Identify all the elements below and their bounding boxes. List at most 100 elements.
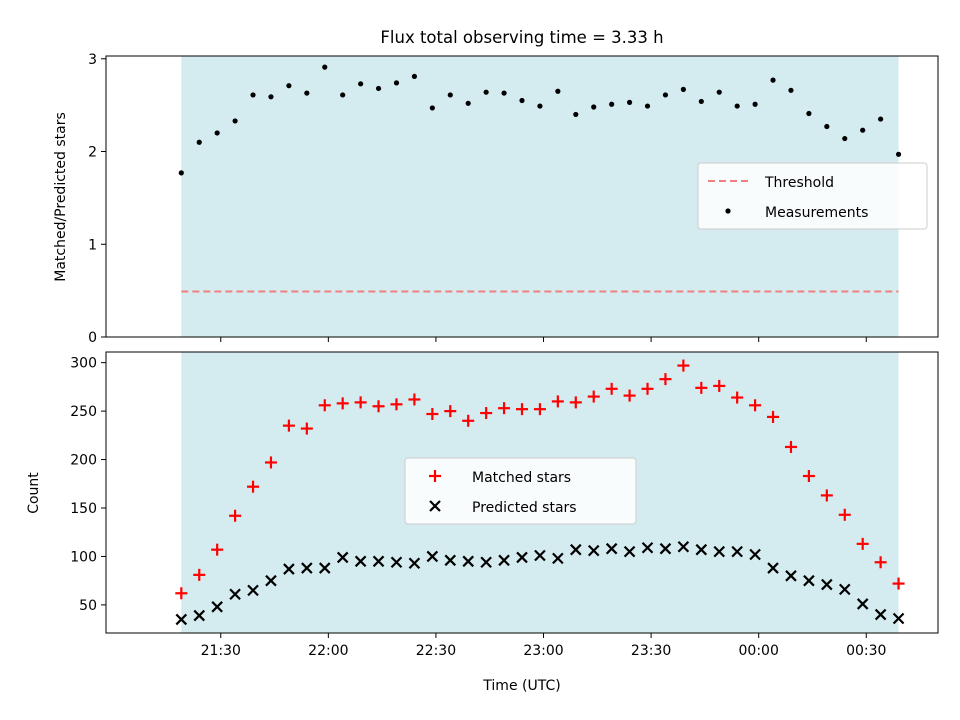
predicted-star-point [211,601,223,613]
matched-star-point [372,400,385,413]
measurement-point [626,99,633,105]
predicted-star-point [247,584,259,597]
measurement-point [411,73,418,80]
y-tick-label: 150 [70,501,97,517]
measurement-point [393,80,400,86]
y-tick-label: 250 [70,404,97,420]
matched-star-point [856,537,869,550]
predicted-star-point [390,556,403,569]
matched-star-point [175,587,188,600]
predicted-star-point [605,542,618,555]
predicted-star-point [372,555,385,568]
predicted-star-point [193,609,206,622]
measurement-point [250,92,256,98]
matched-star-point [462,414,475,427]
bottom-y-ticks: 50 100 150 200 250 300 [70,356,106,614]
matched-star-point [820,489,833,502]
y-tick-label: 50 [79,598,97,614]
predicted-star-point [749,548,761,561]
measurement-point [214,130,220,136]
predicted-star-point [534,549,546,562]
measurement-point [662,92,669,98]
predicted-star-point [623,545,636,558]
measurement-point [232,118,238,124]
predicted-legend-label: Predicted stars [472,500,577,516]
matched-legend-label: Matched stars [472,470,571,486]
measurement-points [178,64,902,176]
y-tick-label: 0 [88,330,97,346]
measurement-point [644,103,651,109]
measurement-point [734,103,740,109]
predicted-star-point [659,542,672,555]
measurement-point [465,100,471,106]
predicted-star-point [426,550,439,563]
predicted-star-point [498,554,510,567]
bottom-axes-frame [105,351,939,634]
measurement-point [770,77,776,83]
predicted-star-point [408,557,421,570]
matched-star-point [713,379,726,392]
predicted-star-point [552,552,564,565]
matched-star-point [623,389,636,402]
predicted-star-point [677,540,690,553]
bottom-y-axis-label: Count [26,472,42,514]
y-tick-label: 1 [88,237,97,253]
measurement-point [860,127,866,133]
top-legend: Threshold Measurements [697,162,928,230]
matched-star-point [282,419,295,432]
matched-star-point [802,470,815,483]
matched-legend-marker [429,470,441,482]
x-tick-label: 22:30 [416,643,456,659]
top-x-ticks [220,337,867,342]
measurement-point [806,110,812,117]
predicted-star-point [354,555,367,568]
measurement-point [358,81,364,87]
predicted-star-point [336,551,349,564]
predicted-star-point [821,578,833,591]
bottom-legend-box [404,457,637,525]
matched-star-point [874,556,887,569]
measurement-point [340,92,346,98]
top-panel: 0 1 2 3 Matched/Predicted stars Threshold M… [53,52,939,346]
matched-star-point [892,577,905,590]
predicted-star-point [516,551,528,564]
measurement-point [698,98,704,105]
measurement-point [878,116,884,122]
matched-star-point [318,399,331,412]
matched-star-point [516,403,528,416]
predicted-legend-marker [429,500,441,512]
y-tick-label: 2 [88,145,97,161]
predicted-star-point [480,556,492,569]
x-tick-label: 22:00 [308,643,348,659]
measurement-point [519,97,525,104]
measurement-point [178,170,184,176]
x-tick-label: 00:00 [739,643,779,659]
matched-star-point [605,382,618,395]
matched-star-point [264,456,277,469]
matched-star-point [533,403,546,416]
predicted-star-point [713,545,726,558]
predicted-star-point [301,562,313,574]
predicted-star-point [892,612,905,625]
x-tick-label: 00:30 [846,643,886,659]
measurement-point [591,104,597,110]
measurement-point [196,139,202,145]
y-tick-label: 3 [88,52,97,68]
measurement-point [680,86,686,92]
measurement-point [752,101,758,107]
matched-star-point [480,407,493,420]
bottom-panel: 50 100 150 200 250 300 21:30 22:00 22:30 23:00 23… [26,351,939,694]
predicted-star-point [444,554,457,567]
matched-star-point [659,373,672,386]
top-legend-box [697,162,928,230]
predicted-star-point [767,562,779,574]
matched-star-point [838,508,851,521]
measurement-point [286,83,292,89]
top-axes-frame [105,55,939,338]
predicted-star-point [175,613,188,626]
measurement-point [322,64,328,70]
matched-star-point [784,440,797,453]
matched-star-point [749,399,762,412]
matched-star-point [193,568,206,581]
measurement-point [895,151,902,157]
